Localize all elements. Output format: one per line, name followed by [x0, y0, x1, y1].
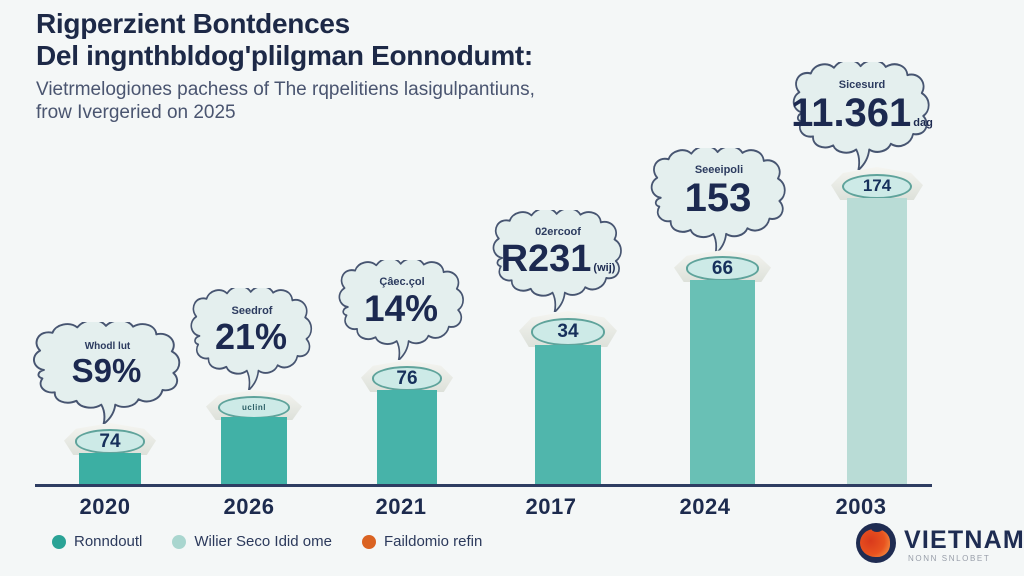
header: Rigperzient Bontdences Del ingnthbldog'p… [36, 8, 535, 125]
logo-subtext: NONN SNLOBET [908, 554, 991, 563]
bubble-value: 11.361 dag [791, 91, 933, 136]
page-title-line2: Del ingnthbldog'plilgman Eonnodumt: [36, 40, 533, 72]
legend-label: Ronndoutl [74, 533, 143, 550]
logo-mark-icon [856, 523, 896, 563]
x-axis-label: 2003 [835, 494, 887, 519]
bar [79, 453, 141, 484]
legend-dot-icon [52, 534, 66, 549]
legend-dot-icon [172, 534, 187, 549]
bar [377, 390, 437, 484]
bar-value-label: 174 [842, 173, 912, 199]
bubble-text: Whodl lut S9% [36, 326, 179, 401]
bubble-value: 21% [214, 315, 288, 357]
bubble-value: 153 [684, 176, 752, 221]
x-axis-label: 2021 [375, 494, 427, 519]
bubble-label: Seedrof [231, 304, 273, 317]
bubble-label: Sicesurd [838, 79, 886, 92]
bar-value-label: 76 [372, 366, 442, 391]
bubble-value: S9% [71, 351, 142, 389]
bubble-value: 14% [363, 287, 439, 329]
bubble-suffix: dag [913, 117, 933, 130]
subtitle: Vietrmelogiones pachess of The rqpelitie… [36, 79, 535, 125]
x-axis-label: 2017 [525, 494, 577, 519]
bubble-suffix: (wij) [593, 261, 616, 274]
value-bubble: Sicesurd 11.361 dag [790, 62, 934, 170]
bar-cap: 174 [831, 167, 923, 200]
value-bubble: Çâec.çol 14% [336, 260, 468, 360]
bubble-text: Sicesurd 11.361 dag [791, 66, 933, 146]
value-bubble: Seeeipoli 153 [648, 148, 790, 254]
legend-label: Wilier Seco Idid ome [194, 533, 332, 550]
x-axis-line [35, 484, 932, 487]
x-axis-label: 2026 [223, 494, 275, 519]
bubble-value: R231 (wij) [500, 237, 616, 280]
bar-cap: 34 [519, 311, 617, 347]
bubble-label: Whodl lut [84, 340, 131, 352]
bar-cap: 76 [361, 360, 453, 392]
value-bubble: Whodl lut S9% [30, 322, 185, 424]
bar-cap: 74 [64, 423, 156, 455]
bubble-label: Seeeipoli [694, 164, 744, 177]
bar [221, 417, 287, 484]
bar-value-label: 34 [530, 318, 606, 346]
bubble-text: Seedrof 21% [193, 292, 311, 367]
legend-label: Faildomio refin [383, 533, 483, 550]
x-axis-label: 2020 [79, 494, 131, 519]
bar-cap: 66 [674, 250, 771, 282]
bubble-text: Çâec.çol 14% [341, 264, 462, 338]
x-axis-label: 2024 [679, 494, 731, 519]
legend-dot-icon [361, 534, 376, 549]
page-title-line1: Rigperzient Bontdences [36, 8, 350, 39]
logo-text: VIETNAM [904, 526, 1024, 554]
bar [847, 198, 907, 484]
legend-item: Faildomio refin [361, 533, 483, 550]
bubble-text: Seeeipoli 153 [654, 152, 785, 230]
bubble-label: Çâec.çol [379, 275, 425, 288]
brand-logo: VIETNAM NONN SNLOBET [856, 520, 1024, 568]
legend: Ronndoutl Wilier Seco Idid ome Faildomio… [52, 533, 482, 550]
value-bubble: Seedrof 21% [188, 288, 316, 390]
subtitle-line1: Vietrmelogiones pachess of The rqpelitie… [36, 78, 535, 100]
bubble-label: 02ercoof [535, 225, 581, 238]
bar [690, 280, 755, 484]
bar [535, 345, 601, 484]
bar-value-label: 66 [685, 256, 760, 281]
value-bubble: 02ercoof R231 (wij) [490, 210, 626, 312]
subtitle-line2: frow Ivergeried on 2025 [36, 101, 236, 123]
bar-value-label: 74 [75, 429, 145, 454]
legend-item: Wilier Seco Idid ome [172, 533, 332, 550]
bar-value-label: uclinl [217, 396, 291, 419]
bar-cap: uclinl [206, 390, 302, 420]
legend-item: Ronndoutl [52, 533, 142, 550]
bubble-text: 02ercoof R231 (wij) [495, 214, 620, 289]
